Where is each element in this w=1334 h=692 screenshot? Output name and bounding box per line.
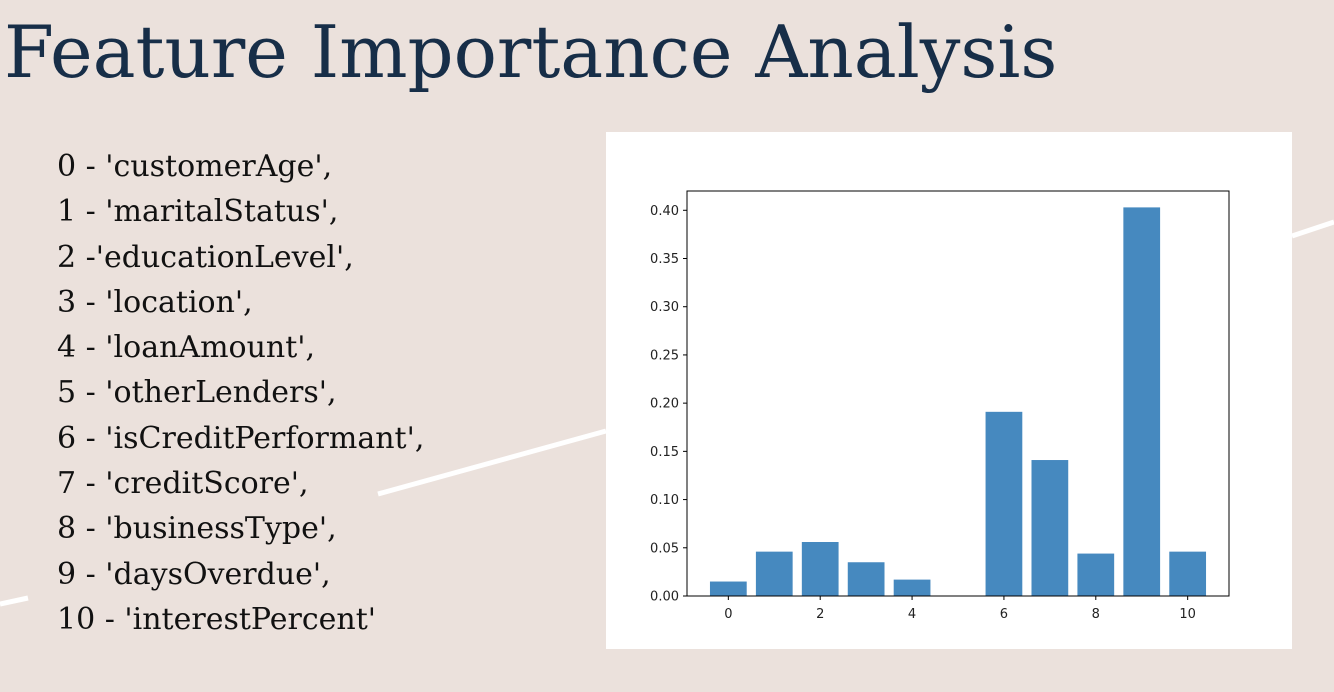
feature-item: 3 - 'location',: [57, 284, 253, 320]
y-tick-label: 0.30: [650, 300, 679, 315]
x-tick-label: 10: [1179, 607, 1196, 622]
bar-7: [1031, 460, 1069, 596]
feature-importance-chart: 0.00 0.05 0.10 0.15 0.20 0.25 0.30 0.35 0.40 0 2 4 6…: [650, 190, 1230, 622]
bar-6: [985, 411, 1023, 596]
feature-item: 7 - 'creditScore',: [57, 466, 309, 502]
x-tick-label: 2: [816, 607, 824, 622]
bar-3: [847, 562, 885, 596]
feature-item: 10 - 'interestPercent': [57, 601, 377, 637]
feature-item: 8 - 'businessType',: [57, 511, 337, 547]
feature-item: 0 - 'customerAge',: [57, 149, 333, 184]
y-tick-label: 0.40: [650, 204, 679, 219]
feature-item: 5 - 'otherLenders',: [57, 375, 337, 411]
x-tick-label: 8: [1092, 607, 1100, 622]
bar-4: [893, 579, 931, 596]
chart-panel: 0.00 0.05 0.10 0.15 0.20 0.25 0.30 0.35 0.40 0 2 4 6…: [606, 132, 1292, 649]
y-tick-label: 0.05: [650, 541, 679, 556]
y-tick-label: 0.15: [650, 445, 679, 460]
y-tick-label: 0.10: [650, 493, 679, 508]
bar-10: [1169, 551, 1207, 596]
y-tick-label: 0.35: [650, 252, 679, 267]
feature-item: 1 - 'maritalStatus',: [57, 194, 339, 230]
bar-9: [1123, 207, 1161, 596]
plot-frame: [686, 190, 1230, 597]
feature-item: 9 - 'daysOverdue',: [57, 556, 331, 592]
y-tick-label: 0.25: [650, 348, 679, 363]
feature-item: 6 - 'isCreditPerformant',: [57, 420, 425, 456]
slide-title: Feature Importance Analysis: [4, 10, 1058, 94]
bar-0: [709, 581, 747, 596]
feature-item: 4 - 'loanAmount',: [57, 330, 316, 366]
bar-8: [1077, 553, 1115, 596]
y-tick-label: 0.00: [650, 590, 679, 605]
bar-2: [801, 542, 839, 596]
x-tick-label: 6: [1000, 607, 1008, 622]
y-tick-label: 0.20: [650, 397, 679, 412]
feature-item: 2 -'educationLevel',: [57, 239, 354, 275]
feature-index-list: 0 - 'customerAge', 1 - 'maritalStatus', 2 …: [57, 144, 424, 642]
bar-1: [755, 551, 793, 596]
x-tick-label: 4: [908, 607, 916, 622]
x-tick-label: 0: [724, 607, 732, 622]
